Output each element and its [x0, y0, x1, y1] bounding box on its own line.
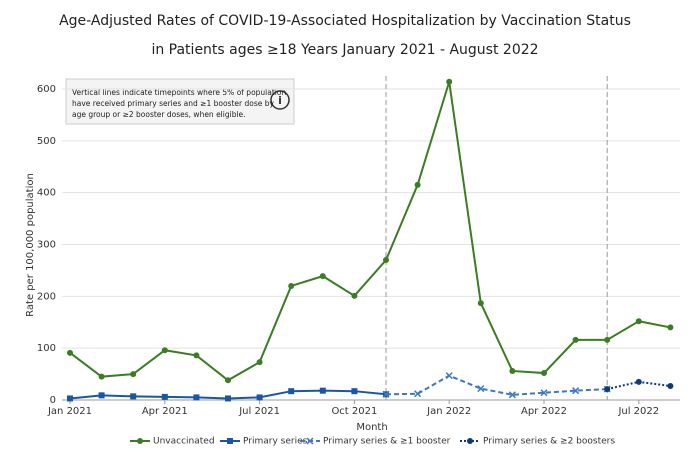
marker [256, 359, 263, 366]
x-tick-label: Jul 2022 [617, 406, 659, 417]
marker [67, 349, 73, 356]
marker [161, 347, 168, 354]
legend-marker [227, 438, 233, 444]
marker [225, 377, 231, 384]
legend-marker [306, 437, 314, 445]
marker [604, 386, 611, 393]
y-tick-label: 0 [50, 395, 56, 406]
info-icon[interactable] [270, 90, 290, 110]
marker [98, 392, 105, 399]
marker [383, 257, 389, 264]
marker [351, 292, 358, 299]
marker [67, 395, 73, 402]
marker [445, 372, 453, 380]
marker [509, 367, 516, 374]
marker [604, 336, 611, 343]
legend-label: Unvaccinated [153, 437, 215, 447]
marker [541, 370, 547, 377]
chart-title: Age-Adjusted Rates of COVID-19-Associate… [59, 13, 631, 29]
marker [572, 336, 579, 343]
x-tick-label: Apr 2021 [142, 406, 188, 417]
legend-item: Primary series & ≥1 booster [300, 437, 451, 447]
marker [288, 282, 295, 289]
series-line [385, 374, 608, 396]
marker [667, 324, 674, 331]
marker [635, 378, 642, 385]
marker [225, 395, 231, 402]
y-tick-label: 100 [37, 343, 56, 354]
legend-marker [137, 438, 143, 444]
legend-item: Primary series & ≥2 boosters [460, 437, 615, 447]
y-tick-label: 300 [37, 240, 56, 251]
legend-marker [467, 438, 473, 444]
legend-label: Primary series [243, 437, 308, 447]
marker [382, 390, 390, 398]
series-line [69, 81, 671, 382]
marker [446, 78, 453, 85]
marker [540, 389, 548, 397]
legend-label: Primary series & ≥2 boosters [483, 437, 615, 447]
marker [667, 383, 674, 390]
annotation-text: Vertical lines indicate timepoints where… [72, 88, 286, 97]
y-tick-label: 600 [37, 84, 56, 95]
marker [508, 391, 516, 399]
marker [288, 388, 295, 395]
x-axis-label: Month [356, 422, 387, 433]
x-tick-label: Oct 2021 [331, 406, 377, 417]
legend-label: Primary series & ≥1 booster [323, 437, 451, 447]
y-tick-label: 500 [37, 136, 56, 147]
marker [572, 387, 580, 395]
y-axis-label: Rate per 100,000 population [25, 173, 36, 317]
marker [161, 393, 168, 400]
legend-item: Unvaccinated [130, 437, 215, 447]
marker [414, 181, 421, 188]
y-tick-label: 400 [37, 188, 56, 199]
marker [414, 390, 422, 398]
marker [130, 393, 137, 400]
marker [98, 373, 105, 380]
annotation-text: age group or ≥2 booster doses, when elig… [72, 110, 246, 119]
marker [130, 371, 137, 378]
x-tick-label: Apr 2022 [521, 406, 567, 417]
annotation-text: have received primary series and ≥1 boos… [72, 99, 274, 108]
marker [351, 388, 358, 395]
annotation-box [65, 78, 295, 125]
marker [635, 318, 642, 325]
marker [319, 273, 326, 280]
x-tick-label: Jul 2021 [238, 406, 280, 417]
info-icon-glyph: i [278, 94, 282, 107]
x-tick-label: Jan 2021 [47, 406, 92, 417]
marker [193, 352, 200, 359]
legend-item: Primary series [220, 437, 308, 447]
y-tick-label: 200 [37, 291, 56, 302]
marker [477, 300, 484, 307]
marker [319, 387, 326, 394]
marker [193, 394, 200, 401]
x-tick-label: Jan 2022 [426, 406, 471, 417]
chart-subtitle: in Patients ages ≥18 Years January 2021 … [151, 42, 538, 58]
marker [477, 385, 485, 393]
marker [256, 394, 263, 401]
